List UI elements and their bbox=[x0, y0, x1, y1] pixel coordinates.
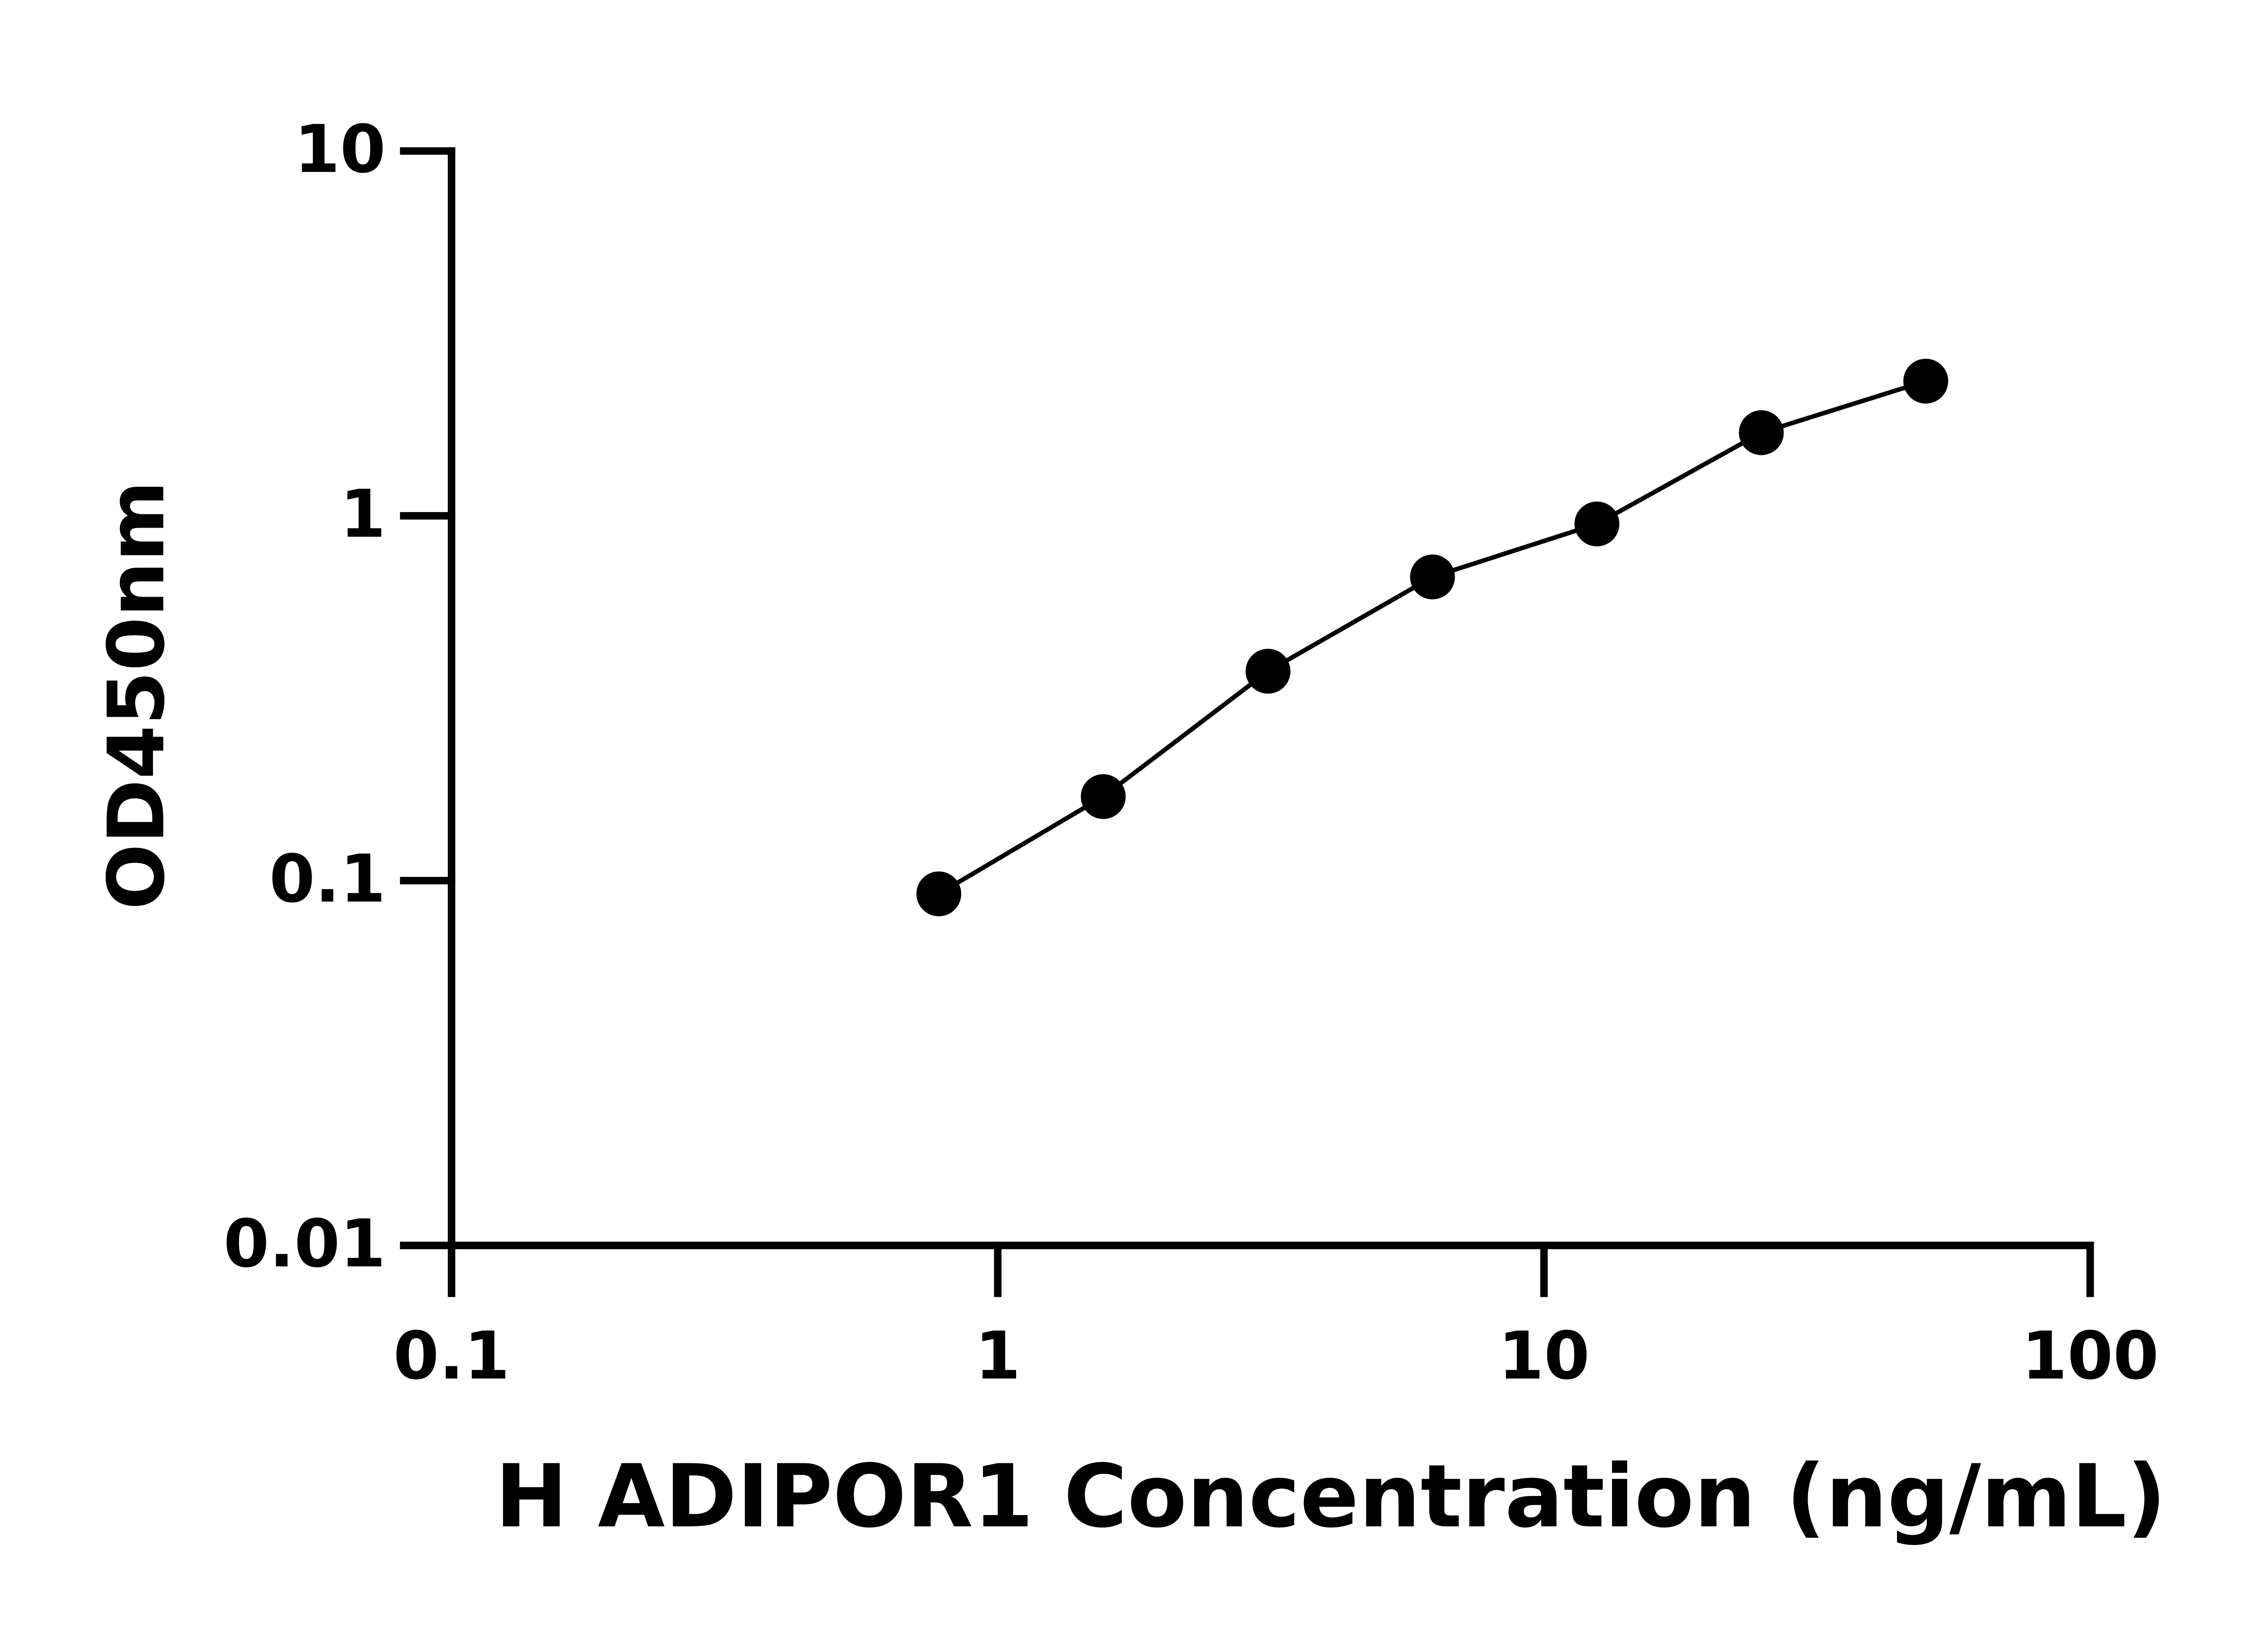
x-tick-label: 1 bbox=[975, 1318, 1021, 1394]
data-point bbox=[1246, 649, 1290, 694]
x-axis-label: H ADIPOR1 Concentration (ng/mL) bbox=[495, 1447, 2166, 1547]
curve bbox=[938, 379, 1926, 896]
data-point bbox=[1739, 410, 1784, 455]
x-tick-label: 0.1 bbox=[393, 1318, 510, 1394]
y-tick-label: 1 bbox=[340, 476, 386, 552]
y-tick-label: 0.1 bbox=[269, 841, 386, 918]
x-tick-label: 10 bbox=[1498, 1318, 1590, 1394]
x-tick-label: 100 bbox=[2022, 1318, 2159, 1394]
y-tick-label: 0.01 bbox=[224, 1206, 386, 1282]
y-axis-label: OD450nm bbox=[92, 481, 182, 910]
data-point bbox=[1903, 358, 1948, 404]
y-tick-label: 10 bbox=[294, 111, 386, 188]
data-point bbox=[1410, 554, 1455, 600]
data-point bbox=[916, 871, 962, 916]
data-point bbox=[1080, 774, 1126, 819]
data-point bbox=[1574, 501, 1619, 547]
